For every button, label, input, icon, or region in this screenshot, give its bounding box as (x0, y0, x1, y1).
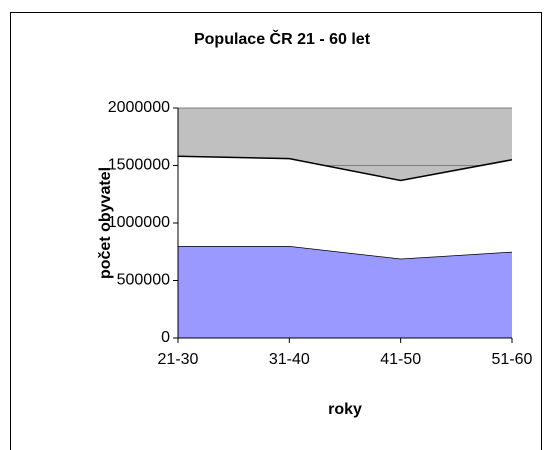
x-tick-label: 41-50 (380, 351, 421, 368)
y-tick-label: 2000000 (108, 99, 170, 116)
y-tick-label: 1500000 (108, 157, 170, 174)
y-tick-label: 1000000 (108, 214, 170, 231)
area-edge (177, 155, 513, 182)
y-tick-label: 0 (161, 329, 170, 346)
area (178, 156, 512, 259)
y-tick-label: 500000 (117, 272, 170, 289)
x-tick-label: 51-60 (492, 351, 533, 368)
chart-title: Populace ČR 21 - 60 let (194, 29, 371, 48)
y-axis-label: počet obyvatel (97, 167, 114, 279)
x-axis-label: roky (328, 401, 362, 418)
x-tick-label: 31-40 (269, 351, 310, 368)
x-tick-label: 21-30 (158, 351, 199, 368)
area (178, 246, 512, 338)
